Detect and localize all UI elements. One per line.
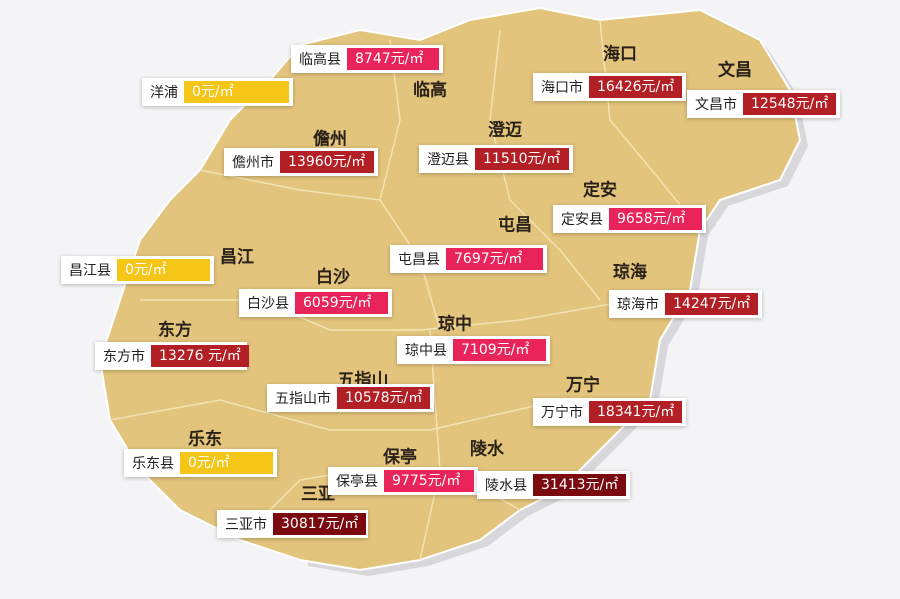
region-name: 临高 bbox=[413, 80, 447, 101]
region-name: 乐东 bbox=[188, 429, 222, 450]
region-name: 澄迈 bbox=[488, 120, 522, 141]
price-value: 6059元/㎡ bbox=[295, 292, 388, 314]
price-label: 三亚市 30817元/㎡ bbox=[217, 510, 368, 538]
county-name: 昌江县 bbox=[69, 263, 111, 279]
region-name: 昌江 bbox=[220, 247, 254, 268]
price-label: 澄迈县 11510元/㎡ bbox=[419, 145, 573, 173]
region-name: 文昌 bbox=[718, 60, 752, 81]
region-name: 海口 bbox=[603, 44, 637, 65]
region-name: 保亭 bbox=[383, 447, 417, 468]
region-name: 屯昌 bbox=[498, 215, 532, 236]
county-name: 洋浦 bbox=[150, 85, 178, 101]
price-value: 16426元/㎡ bbox=[589, 76, 683, 98]
price-label: 昌江县 0元/㎡ bbox=[61, 256, 214, 284]
county-name: 乐东县 bbox=[132, 456, 174, 472]
county-name: 三亚市 bbox=[225, 517, 267, 533]
price-value: 31413元/㎡ bbox=[533, 474, 627, 496]
county-name: 保亭县 bbox=[336, 474, 378, 490]
price-label: 儋州市 13960元/㎡ bbox=[224, 148, 378, 176]
region-name: 琼中 bbox=[438, 314, 472, 335]
price-label: 保亭县 9775元/㎡ bbox=[328, 467, 478, 495]
price-label: 东方市 13276 元/㎡ bbox=[95, 342, 249, 370]
price-value: 12548元/㎡ bbox=[743, 93, 837, 115]
county-name: 临高县 bbox=[299, 52, 341, 68]
county-name: 陵水县 bbox=[485, 478, 527, 494]
price-label: 洋浦 0元/㎡ bbox=[142, 78, 293, 106]
region-name: 定安 bbox=[583, 180, 617, 201]
price-value: 0元/㎡ bbox=[117, 259, 210, 281]
county-name: 万宁市 bbox=[541, 405, 583, 421]
price-label: 陵水县 31413元/㎡ bbox=[477, 471, 630, 499]
price-label: 乐东县 0元/㎡ bbox=[124, 449, 277, 477]
county-name: 五指山市 bbox=[275, 391, 331, 407]
price-value: 10578元/㎡ bbox=[337, 387, 431, 409]
region-name: 陵水 bbox=[470, 439, 504, 460]
price-value: 14247元/㎡ bbox=[665, 293, 759, 315]
price-label: 琼海市 14247元/㎡ bbox=[609, 290, 762, 318]
price-label: 琼中县 7109元/㎡ bbox=[397, 336, 550, 364]
price-value: 13960元/㎡ bbox=[280, 151, 374, 173]
price-value: 8747元/㎡ bbox=[347, 48, 439, 70]
county-name: 白沙县 bbox=[247, 296, 289, 312]
price-value: 0元/㎡ bbox=[180, 452, 273, 474]
county-name: 琼中县 bbox=[405, 343, 447, 359]
county-name: 海口市 bbox=[541, 80, 583, 96]
region-name: 东方 bbox=[158, 320, 192, 341]
price-label: 定安县 9658元/㎡ bbox=[553, 205, 706, 233]
price-value: 13276 元/㎡ bbox=[151, 345, 249, 367]
region-name: 琼海 bbox=[613, 262, 647, 283]
price-value: 7697元/㎡ bbox=[446, 248, 543, 270]
price-label: 五指山市 10578元/㎡ bbox=[267, 384, 434, 412]
region-name: 白沙 bbox=[316, 267, 350, 288]
region-name: 三亚 bbox=[301, 484, 335, 505]
price-label: 海口市 16426元/㎡ bbox=[533, 73, 686, 101]
price-value: 18341元/㎡ bbox=[589, 401, 683, 423]
price-label: 白沙县 6059元/㎡ bbox=[239, 289, 392, 317]
county-name: 东方市 bbox=[103, 349, 145, 365]
region-name: 儋州 bbox=[313, 129, 347, 150]
region-name: 万宁 bbox=[566, 375, 600, 396]
price-label: 临高县 8747元/㎡ bbox=[291, 45, 443, 73]
county-name: 屯昌县 bbox=[398, 252, 440, 268]
county-name: 澄迈县 bbox=[427, 152, 469, 168]
county-name: 琼海市 bbox=[617, 297, 659, 313]
price-value: 11510元/㎡ bbox=[475, 148, 569, 170]
county-name: 儋州市 bbox=[232, 155, 274, 171]
price-value: 7109元/㎡ bbox=[453, 339, 546, 361]
price-label: 万宁市 18341元/㎡ bbox=[533, 398, 686, 426]
county-name: 定安县 bbox=[561, 212, 603, 228]
price-label: 文昌市 12548元/㎡ bbox=[687, 90, 840, 118]
county-name: 文昌市 bbox=[695, 97, 737, 113]
price-value: 9775元/㎡ bbox=[384, 470, 474, 492]
price-label: 屯昌县 7697元/㎡ bbox=[390, 245, 547, 273]
price-value: 0元/㎡ bbox=[184, 81, 289, 103]
price-value: 9658元/㎡ bbox=[609, 208, 702, 230]
price-value: 30817元/㎡ bbox=[273, 513, 367, 535]
